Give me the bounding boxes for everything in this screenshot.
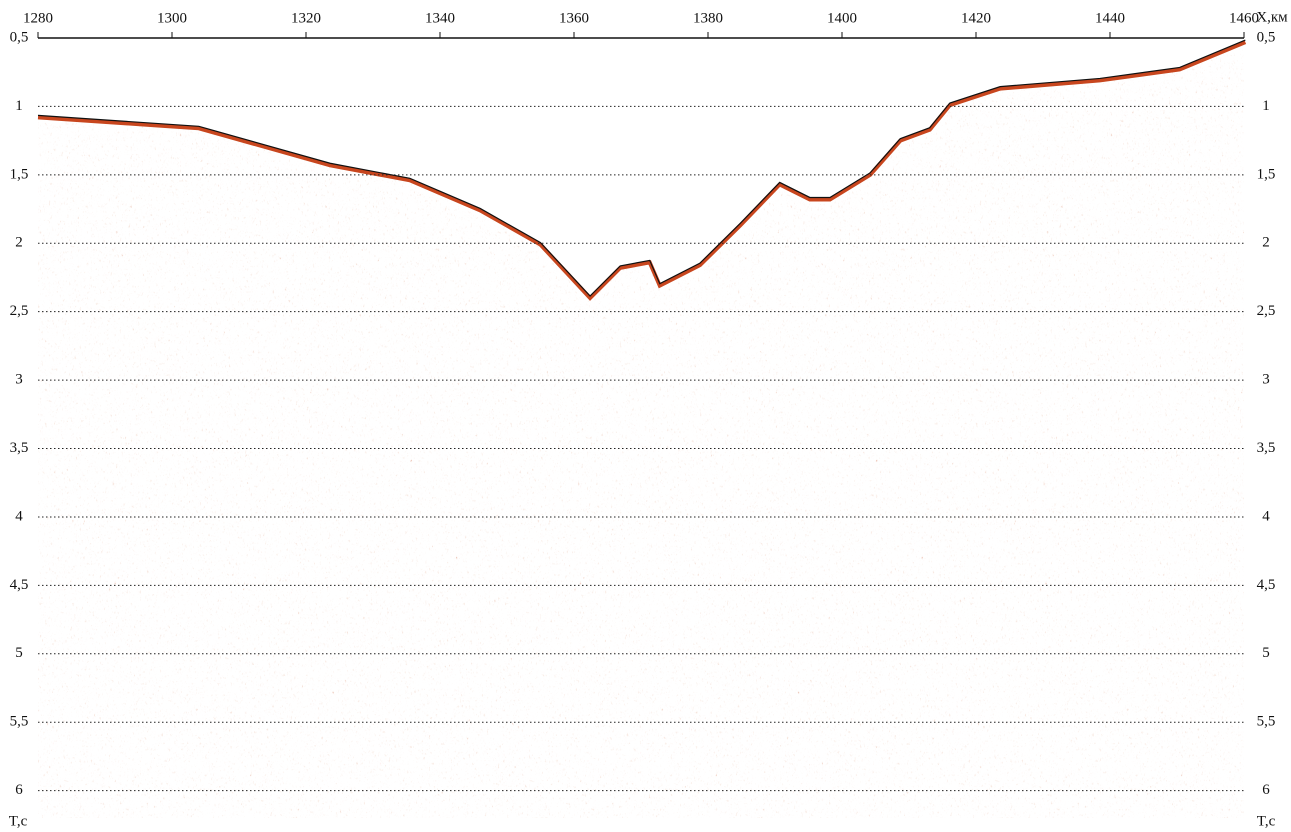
x-tick-label: 1320 bbox=[291, 10, 321, 26]
y-tick-label: 4 bbox=[1262, 508, 1270, 524]
y-tick-label: 6 bbox=[1262, 782, 1270, 798]
y-tick-label: 5 bbox=[1262, 645, 1270, 661]
y-tick-label: 1,5 bbox=[10, 166, 29, 182]
x-tick-label: 1380 bbox=[693, 10, 723, 26]
y-tick-label: 6 bbox=[15, 782, 23, 798]
plot-area bbox=[38, 38, 1245, 818]
y-tick-label: 4,5 bbox=[10, 577, 29, 593]
y-tick-label: 0,5 bbox=[1257, 29, 1276, 45]
y-axis-label: T,c bbox=[1257, 813, 1276, 829]
y-tick-label: 1 bbox=[1262, 98, 1270, 114]
y-tick-label: 5 bbox=[15, 645, 23, 661]
seismic-texture bbox=[38, 38, 1244, 818]
x-tick-label: 1280 bbox=[23, 10, 53, 26]
y-axis-label: T,c bbox=[9, 813, 28, 829]
x-tick-label: 1400 bbox=[827, 10, 857, 26]
x-tick-label: 1440 bbox=[1095, 10, 1125, 26]
y-tick-label: 5,5 bbox=[10, 714, 29, 730]
y-tick-label: 2,5 bbox=[10, 303, 29, 319]
y-tick-label: 3,5 bbox=[1257, 440, 1276, 456]
x-tick-label: 1360 bbox=[559, 10, 589, 26]
page: X,км T,c T,c 0,5 0,5 1 1 1,5 1,5 2 2 2,5 2,5 3 3 3,5… bbox=[0, 0, 1291, 832]
y-tick-label: 4,5 bbox=[1257, 577, 1276, 593]
y-tick-label: 2 bbox=[1262, 235, 1270, 251]
y-tick-label: 3,5 bbox=[10, 440, 29, 456]
x-tick-label: 1340 bbox=[425, 10, 455, 26]
y-tick-label: 0,5 bbox=[10, 29, 29, 45]
x-tick-label: 1420 bbox=[961, 10, 991, 26]
y-tick-label: 1,5 bbox=[1257, 166, 1276, 182]
y-tick-label: 1 bbox=[15, 98, 23, 114]
y-tick-label: 5,5 bbox=[1257, 714, 1276, 730]
y-tick-label: 2,5 bbox=[1257, 303, 1276, 319]
y-tick-label: 3 bbox=[15, 372, 23, 388]
y-tick-label: 2 bbox=[15, 235, 23, 251]
y-tick-label: 4 bbox=[15, 508, 23, 524]
x-tick-label: 1300 bbox=[157, 10, 187, 26]
chart: X,км T,c T,c 0,5 0,5 1 1 1,5 1,5 2 2 2,5 2,5 3 3 3,5… bbox=[0, 0, 1291, 832]
x-tick-label: 1460 bbox=[1229, 10, 1259, 26]
x-axis-label: X,км bbox=[1256, 9, 1288, 25]
y-tick-label: 3 bbox=[1262, 372, 1270, 388]
